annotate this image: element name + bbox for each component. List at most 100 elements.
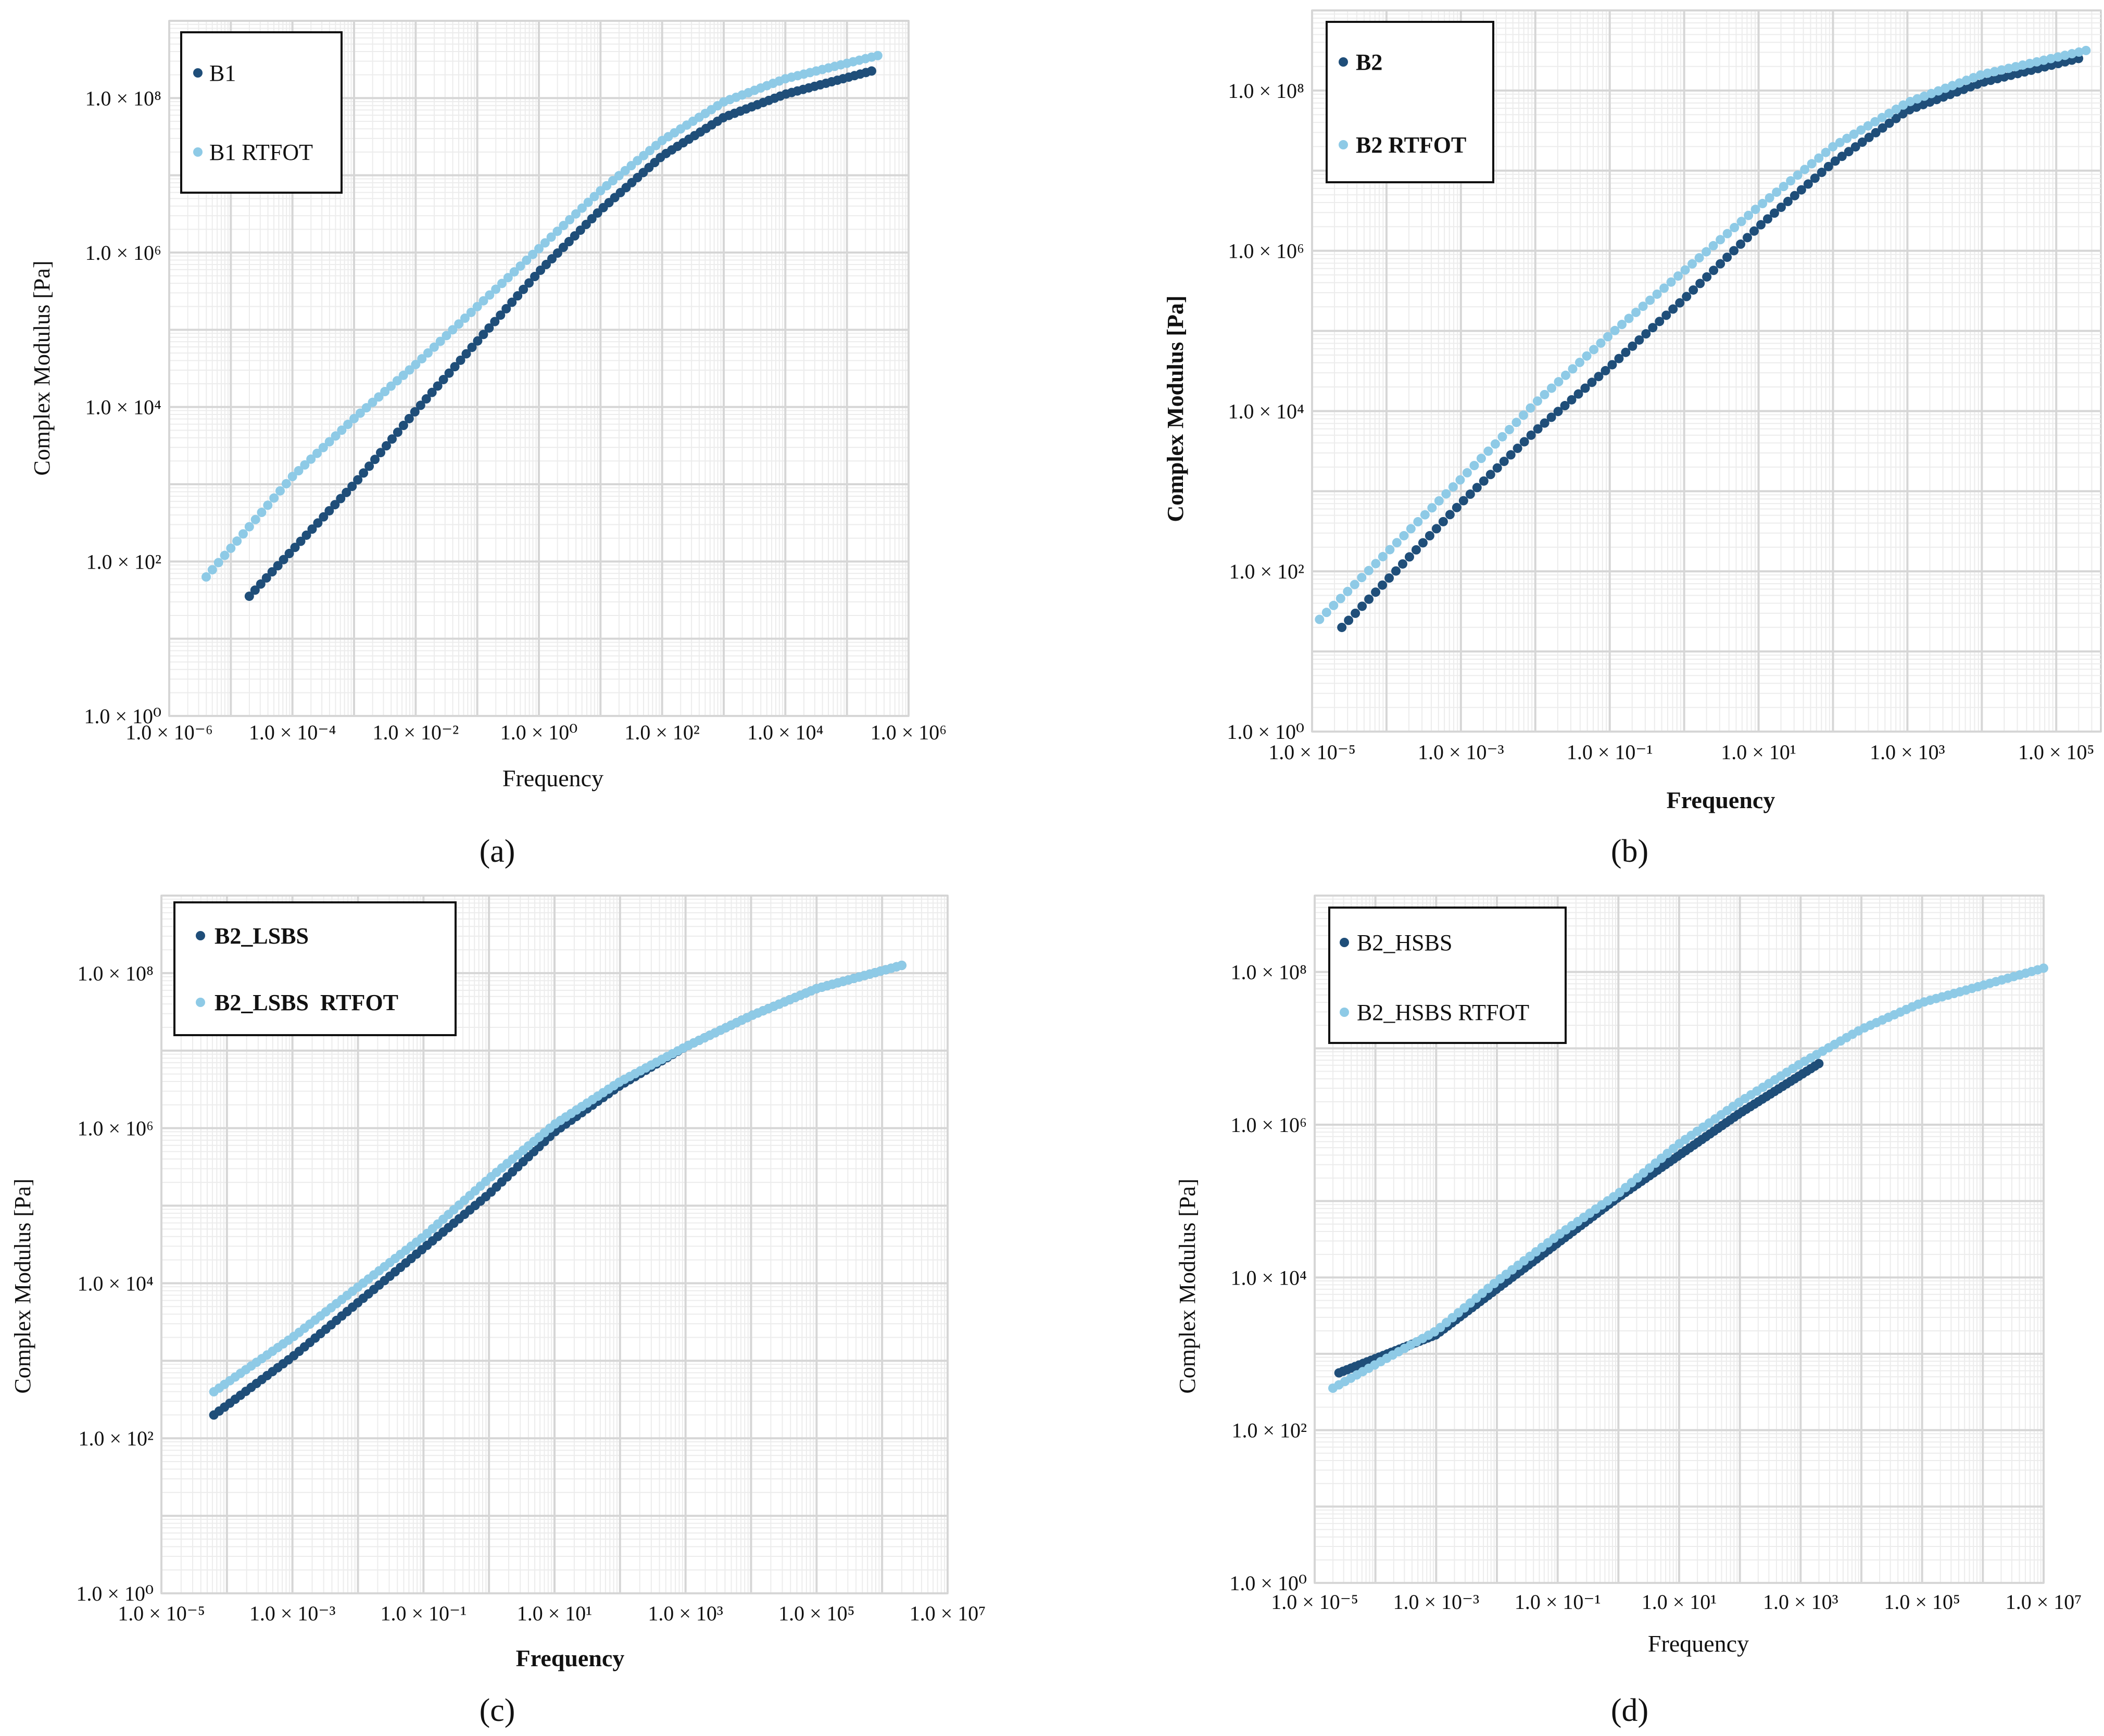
data-point-b1-rtfot	[257, 508, 267, 518]
x-tick-labels: 1.0 × 10⁻⁶ 1.0 × 10⁻⁴ 1.0 × 10⁻² 1.0 × 10⁰ 1…	[125, 721, 947, 744]
panel-label-b: (b)	[1611, 834, 1648, 869]
data-point-b1	[404, 413, 414, 423]
data-point-b1-rtfot	[281, 479, 291, 488]
data-point-b2	[1628, 341, 1637, 351]
x-tick-label: 1.0 × 10⁻⁶	[125, 721, 213, 744]
data-point-b1	[393, 427, 402, 437]
y-tick-labels: 1.0 × 10⁰ 1.0 × 10² 1.0 × 10⁴ 1.0 × 10⁶ 1.0 …	[1229, 961, 1307, 1595]
data-point-b2-rtfot	[1884, 108, 1894, 118]
data-point-b2	[1519, 437, 1529, 447]
data-point-b2-rtfot	[1441, 489, 1451, 499]
data-point-b1	[410, 407, 420, 417]
data-point-b2-rtfot	[1821, 147, 1831, 157]
data-point-b2	[1655, 317, 1665, 326]
data-point-b2-rtfot	[1610, 325, 1620, 335]
data-point-b1	[415, 400, 425, 410]
y-tick-label: 1.0 × 10⁰	[1227, 720, 1304, 744]
data-point-b1-rtfot	[300, 460, 310, 470]
major-grid	[1311, 9, 2101, 733]
data-point-b2	[1573, 389, 1583, 399]
data-point-b1-rtfot	[392, 376, 402, 386]
data-point-b1	[301, 530, 311, 540]
data-point-b1-rtfot	[491, 284, 501, 294]
data-point-b2-rtfot	[1926, 89, 1936, 98]
data-point-b2-rtfot	[1420, 510, 1430, 520]
panel-label-c: (c)	[480, 1693, 515, 1728]
x-tick-label: 1.0 × 10³	[648, 1602, 723, 1625]
data-point-b1-rtfot	[349, 413, 359, 423]
data-point-b2-rtfot	[1716, 235, 1725, 245]
data-point-b2-rtfot	[1814, 153, 1824, 163]
data-point-b2-rtfot	[1518, 410, 1528, 420]
x-tick-label: 1.0 × 10⁰	[500, 721, 578, 744]
data-point-b2-rtfot	[1779, 182, 1788, 192]
data-point-b2	[1445, 510, 1455, 520]
data-point-b2	[1398, 559, 1408, 569]
data-point-b1	[387, 434, 397, 444]
data-point-b2	[1796, 185, 1806, 195]
data-point-b2-rtfot	[1589, 345, 1599, 355]
data-point-b2-rtfot	[1645, 295, 1655, 305]
data-point-b2	[1729, 246, 1739, 256]
y-tick-label: 1.0 × 10⁶	[85, 241, 161, 265]
data-point-b2-rtfot	[1568, 364, 1578, 374]
data-point-b1-rtfot	[368, 397, 377, 407]
data-point-b2-rtfot	[1856, 125, 1866, 135]
data-point-b1-rtfot	[417, 354, 427, 363]
legend-label-b2-hsbs-rtfot: B2_HSBS RTFOT	[1357, 1000, 1529, 1025]
data-point-b2-hsbs-rtfot	[2039, 963, 2048, 973]
data-point-b1-rtfot	[201, 572, 211, 582]
data-point-b2	[1783, 196, 1793, 206]
data-point-b2	[1634, 335, 1644, 345]
data-point-b1	[507, 297, 517, 307]
data-point-b2	[1850, 142, 1860, 152]
data-point-b2	[1803, 179, 1813, 189]
data-point-b2	[1898, 109, 1908, 119]
y-tick-label: 1.0 × 10²	[78, 1427, 154, 1450]
legend-box	[180, 31, 343, 194]
x-tick-label: 1.0 × 10³	[1763, 1590, 1838, 1614]
data-point-b1	[541, 260, 551, 270]
data-point-b2	[1499, 457, 1509, 467]
x-tick-label: 1.0 × 10⁻³	[1418, 740, 1504, 764]
data-point-b2	[1884, 118, 1894, 128]
data-point-b2	[1769, 208, 1779, 218]
data-point-b2-rtfot	[1385, 545, 1395, 555]
legend-marker-b2-hsbs	[1340, 938, 1349, 947]
legend-label-b2: B2	[1356, 49, 1382, 75]
data-point-b2	[1479, 476, 1489, 486]
data-point-b2-rtfot	[1708, 241, 1718, 250]
data-point-b2	[1682, 292, 1692, 301]
data-point-b1-rtfot	[411, 360, 421, 370]
data-point-b2-rtfot	[1462, 468, 1472, 477]
legend-label-b1: B1	[209, 60, 236, 86]
data-point-b2-rtfot	[1905, 96, 1915, 106]
data-point-b2	[1567, 395, 1577, 405]
x-tick-label: 1.0 × 10⁵	[778, 1602, 855, 1625]
x-tick-label: 1.0 × 10²	[624, 721, 700, 744]
data-point-b2-rtfot	[2067, 49, 2077, 59]
data-point-b2	[1378, 580, 1388, 590]
data-point-b2-rtfot	[1919, 91, 1929, 101]
data-point-b2-rtfot	[2018, 60, 2027, 70]
y-tick-label: 1.0 × 10⁶	[1230, 1113, 1307, 1137]
x-tick-label: 1.0 × 10⁻²	[372, 721, 459, 744]
data-point-b2-rtfot	[1997, 65, 2007, 75]
data-point-b1-rtfot	[429, 342, 439, 352]
data-point-b2-rtfot	[1702, 247, 1711, 257]
data-point-b1	[490, 317, 500, 326]
data-point-b2-rtfot	[1392, 538, 1402, 548]
data-point-b1-rtfot	[466, 307, 476, 317]
data-point-b1	[564, 237, 574, 247]
data-point-b2	[1431, 524, 1441, 534]
data-point-b2-rtfot	[1364, 565, 1374, 575]
data-point-b1-rtfot	[435, 336, 445, 346]
y-tick-label: 1.0 × 10⁸	[77, 962, 154, 985]
data-point-b1	[421, 394, 431, 404]
legend-label-b2-rtfot: B2 RTFOT	[1356, 132, 1466, 158]
data-point-b2-rtfot	[1941, 83, 1950, 93]
data-point-b2-rtfot	[1694, 253, 1704, 263]
data-point-b1	[261, 573, 271, 583]
data-point-b2	[1762, 214, 1772, 224]
x-tick-label: 1.0 × 10¹	[1642, 1590, 1717, 1614]
